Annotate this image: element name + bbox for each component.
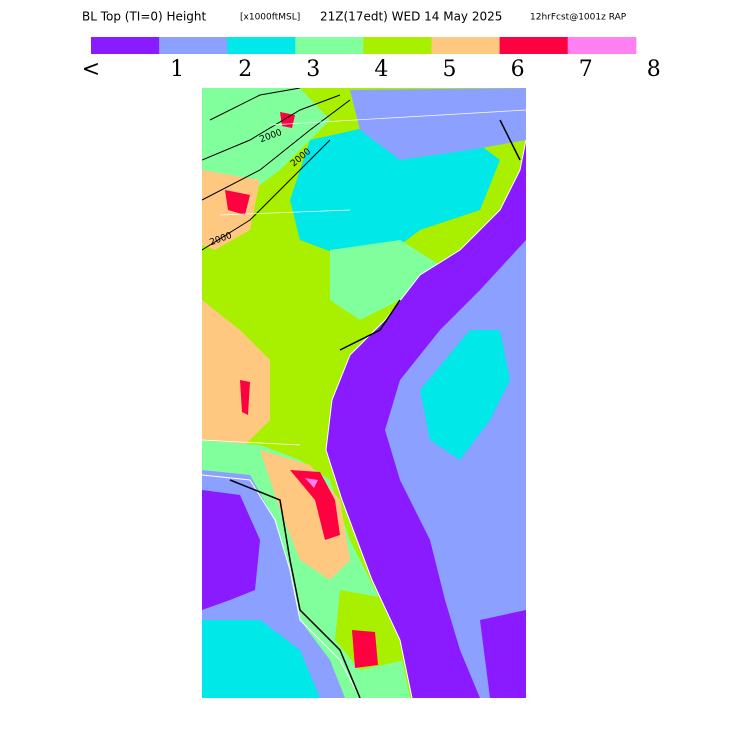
ocean-min — [480, 610, 526, 698]
colorbar-label: 4 — [374, 57, 388, 82]
colorbar-label: 1 — [170, 57, 184, 82]
colorbar-swatch — [227, 37, 296, 54]
zone-peak — [225, 190, 250, 215]
colorbar-label: 2 — [238, 57, 252, 82]
colorbar-swatch — [431, 37, 501, 54]
forecast-info: 12hrFcst@1001z RAP — [530, 13, 627, 23]
zone-max — [305, 478, 318, 488]
zone-peak — [352, 630, 378, 668]
colorbar-label: 3 — [306, 57, 320, 82]
ocean-low — [420, 330, 510, 460]
colorbar-label: 8 — [647, 57, 661, 82]
valid-time: 21Z(17edt) WED 14 May 2025 — [320, 10, 502, 24]
colorbar-swatch — [567, 37, 637, 54]
colorbar-swatch — [363, 37, 432, 54]
gulf-min — [202, 490, 260, 610]
colorbar-label: 7 — [579, 57, 593, 82]
colorbar-swatch — [499, 37, 569, 54]
colorbar: <1 2 3 4 5 6 7 8 — [82, 37, 661, 82]
zone-high — [202, 300, 270, 460]
zone-lower — [350, 88, 526, 160]
header: BL Top (TI=0) Height [x1000ftMSL] 21Z(17… — [82, 10, 627, 24]
colorbar-label: 5 — [443, 57, 457, 82]
colorbar-label: < — [82, 57, 100, 82]
state-border — [202, 109, 526, 446]
gulf-low — [202, 620, 320, 698]
zone-high — [260, 450, 350, 580]
colorbar-label: 6 — [511, 57, 525, 82]
zone-low — [290, 120, 500, 260]
units: [x1000ftMSL] — [240, 13, 300, 23]
zone-mid — [330, 240, 440, 320]
coastline — [202, 474, 361, 698]
coastline — [325, 139, 526, 698]
zone-peak — [290, 470, 340, 540]
colorbar-swatch — [159, 37, 228, 54]
title: BL Top (TI=0) Height — [82, 10, 206, 24]
zone-peak — [240, 380, 250, 415]
colorbar-swatch — [295, 37, 364, 54]
colorbar-swatch — [91, 37, 160, 54]
map: 2000 2000 2000 — [202, 88, 526, 698]
contour — [229, 119, 521, 698]
